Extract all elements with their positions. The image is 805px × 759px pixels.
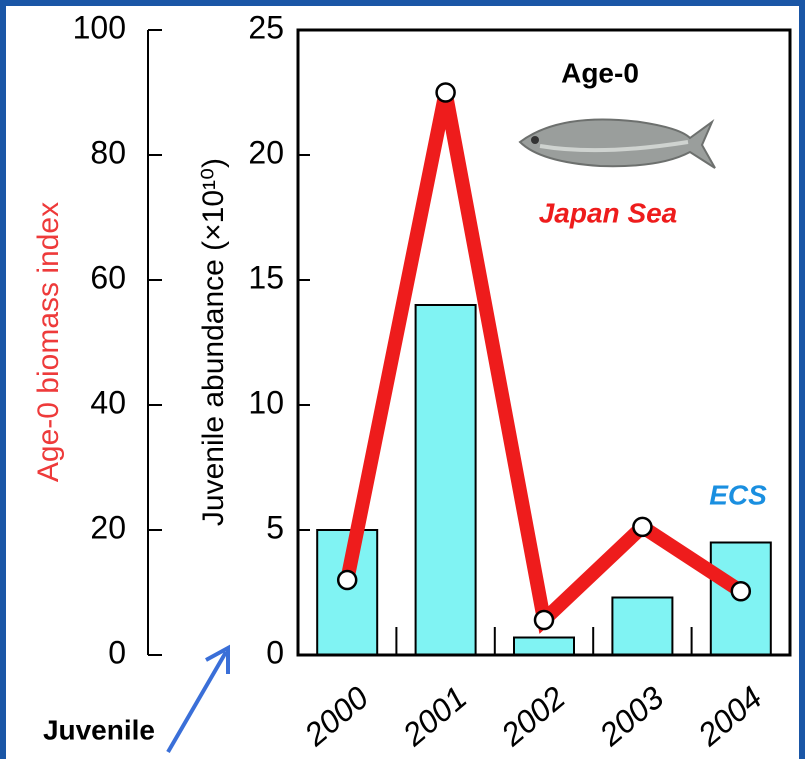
y-tick-label: 0 xyxy=(108,634,126,670)
y2-axis-title: Juvenile abundance (×10¹⁰) xyxy=(197,158,230,526)
y-tick-label: 80 xyxy=(90,134,126,170)
series-label: ECS xyxy=(709,479,767,510)
point xyxy=(336,569,358,591)
plot-frame xyxy=(296,28,792,657)
y-tick-label: 100 xyxy=(73,9,126,45)
annotation: Age-0 xyxy=(561,57,639,88)
annotation: Juvenile xyxy=(43,714,155,745)
y-tick-label: 40 xyxy=(90,384,126,420)
arrow xyxy=(166,644,230,754)
point xyxy=(632,516,653,538)
bar xyxy=(611,596,674,656)
point xyxy=(435,82,456,103)
y2-tick-label: 20 xyxy=(248,134,284,170)
y2-tick-label: 15 xyxy=(248,259,284,295)
y2-tick-label: 5 xyxy=(266,509,284,545)
point xyxy=(730,581,752,602)
y-tick-label: 20 xyxy=(90,509,126,545)
fish xyxy=(518,118,716,169)
y2-tick-label: 25 xyxy=(248,9,284,45)
y-tick-label: 60 xyxy=(90,259,126,295)
y2-tick-label: 10 xyxy=(248,384,284,420)
point xyxy=(533,609,555,631)
bar xyxy=(414,304,477,656)
bar xyxy=(513,636,575,656)
y2-tick-label: 0 xyxy=(266,634,284,670)
series-label: Japan Sea xyxy=(539,197,678,228)
y-axis-title: Age-0 biomass index xyxy=(32,202,65,482)
